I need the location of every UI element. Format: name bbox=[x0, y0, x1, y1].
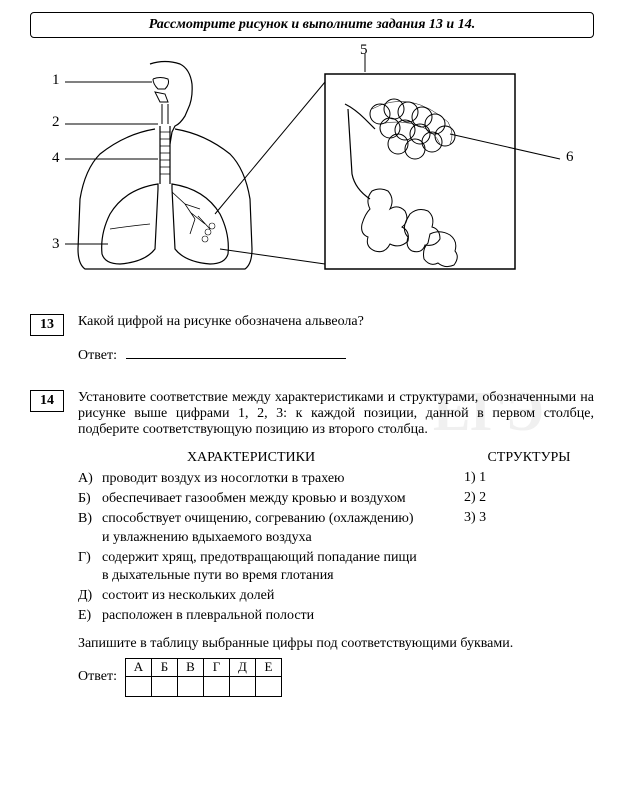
task-13-answer: Ответ: bbox=[78, 348, 594, 364]
task-14-row: 14 Установите соответствие между характе… bbox=[30, 390, 594, 438]
char-e-marker: Е) bbox=[78, 607, 102, 625]
char-b-text: обеспечивает газообмен между кровью и во… bbox=[102, 490, 424, 508]
diagram-label-6: 6 bbox=[566, 149, 574, 166]
th-a: А bbox=[125, 658, 151, 676]
th-g: Г bbox=[203, 658, 229, 676]
char-b: Б) обеспечивает газообмен между кровью и… bbox=[78, 490, 424, 508]
struct-2: 2) 2 bbox=[464, 490, 594, 506]
char-a-marker: А) bbox=[78, 470, 102, 488]
th-e: Е bbox=[255, 658, 281, 676]
task-number-13: 13 bbox=[30, 314, 64, 336]
characteristics-column: ХАРАКТЕРИСТИКИ А) проводит воздух из нос… bbox=[78, 450, 424, 628]
structures-column: СТРУКТУРЫ 1) 1 2) 2 3) 3 bbox=[464, 450, 594, 628]
char-d-marker: Д) bbox=[78, 587, 102, 605]
diagram-label-2: 2 bbox=[52, 114, 60, 131]
cell-a[interactable] bbox=[125, 676, 151, 696]
answer-table: А Б В Г Д Е bbox=[125, 658, 282, 697]
char-g: Г) содержит хрящ, предотвращающий попада… bbox=[78, 549, 424, 585]
struct-1: 1) 1 bbox=[464, 470, 594, 486]
cell-d[interactable] bbox=[229, 676, 255, 696]
char-d: Д) состоит из нескольких долей bbox=[78, 587, 424, 605]
cell-e[interactable] bbox=[255, 676, 281, 696]
char-e: Е) расположен в плевральной полости bbox=[78, 607, 424, 625]
char-v-marker: В) bbox=[78, 510, 102, 546]
char-v: В) способствует очищению, согреванию (ох… bbox=[78, 510, 424, 546]
characteristics-header: ХАРАКТЕРИСТИКИ bbox=[78, 450, 424, 466]
diagram-label-1: 1 bbox=[52, 72, 60, 89]
answer-table-input-row[interactable] bbox=[125, 676, 281, 696]
struct-3: 3) 3 bbox=[464, 510, 594, 526]
answer-label-13: Ответ: bbox=[78, 348, 117, 363]
diagram-label-5: 5 bbox=[360, 42, 368, 59]
task-14-question: Установите соответствие между характерис… bbox=[78, 390, 594, 438]
char-v-text: способствует очищению, согреванию (охлаж… bbox=[102, 510, 424, 546]
char-b-marker: Б) bbox=[78, 490, 102, 508]
diagram-label-4: 4 bbox=[52, 150, 60, 167]
answer-table-header-row: А Б В Г Д Е bbox=[125, 658, 281, 676]
char-d-text: состоит из нескольких долей bbox=[102, 587, 424, 605]
char-g-text: содержит хрящ, предотвращающий попадание… bbox=[102, 549, 424, 585]
cell-g[interactable] bbox=[203, 676, 229, 696]
cell-b[interactable] bbox=[151, 676, 177, 696]
char-a-text: проводит воздух из носоглотки в трахею bbox=[102, 470, 424, 488]
task-13-question: Какой цифрой на рисунке обозначена альве… bbox=[78, 314, 594, 330]
cell-v[interactable] bbox=[177, 676, 203, 696]
respiratory-diagram: 1 2 4 3 5 6 bbox=[30, 54, 594, 284]
structures-header: СТРУКТУРЫ bbox=[464, 450, 594, 466]
char-e-text: расположен в плевральной полости bbox=[102, 607, 424, 625]
task-14-answer-row: Ответ: А Б В Г Д Е bbox=[78, 658, 594, 697]
th-v: В bbox=[177, 658, 203, 676]
task-14-columns: ХАРАКТЕРИСТИКИ А) проводит воздух из нос… bbox=[78, 450, 594, 628]
th-d: Д bbox=[229, 658, 255, 676]
char-a: А) проводит воздух из носоглотки в трахе… bbox=[78, 470, 424, 488]
answer-label-14: Ответ: bbox=[78, 669, 117, 685]
th-b: Б bbox=[151, 658, 177, 676]
task-number-14: 14 bbox=[30, 390, 64, 412]
answer-blank-13[interactable] bbox=[126, 358, 346, 359]
task-13-row: 13 Какой цифрой на рисунке обозначена ал… bbox=[30, 314, 594, 336]
header-instruction: Рассмотрите рисунок и выполните задания … bbox=[30, 12, 594, 38]
diagram-svg bbox=[30, 54, 590, 284]
diagram-label-3: 3 bbox=[52, 236, 60, 253]
task-14-instruction: Запишите в таблицу выбранные цифры под с… bbox=[78, 636, 594, 652]
char-g-marker: Г) bbox=[78, 549, 102, 585]
